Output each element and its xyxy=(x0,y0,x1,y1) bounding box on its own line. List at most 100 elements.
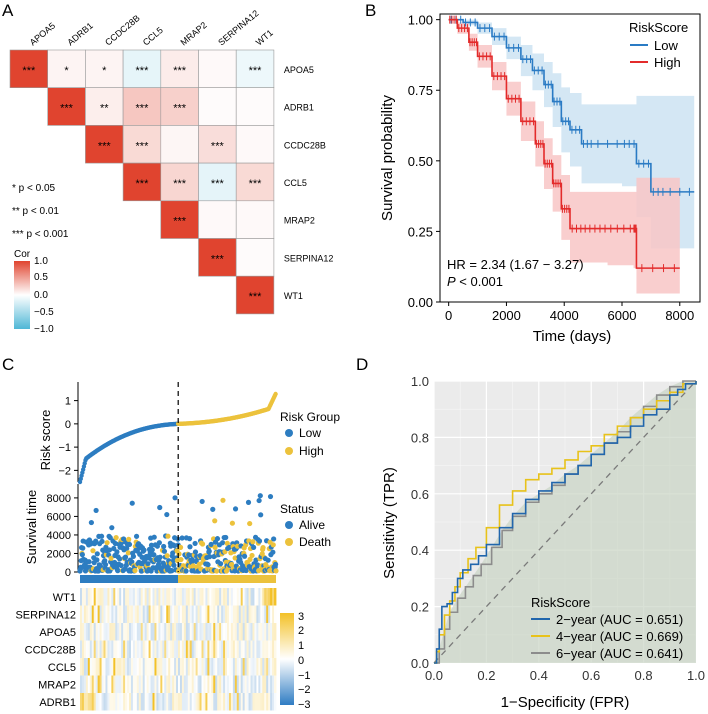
heatmap-cell xyxy=(236,675,240,693)
heatmap-cell xyxy=(113,658,116,676)
heatmap-cell xyxy=(250,675,253,693)
heatmap-cell xyxy=(85,658,89,676)
survival-point xyxy=(129,559,135,565)
heatmap-cell xyxy=(185,640,189,658)
c-heat-colorbar-ticks: 3 2 1 0 −1 −2 −3 xyxy=(298,611,311,711)
heatmap-cell xyxy=(156,640,159,658)
heatmap-cell xyxy=(187,588,191,606)
heatmap-cell xyxy=(132,693,136,711)
c-risk-ylabel: Risk score xyxy=(38,410,53,471)
heatmap-cell xyxy=(219,623,222,641)
heatmap-cell xyxy=(156,623,159,641)
heatmap-cell xyxy=(142,623,146,641)
heat-tick: −3 xyxy=(298,699,311,711)
heatmap-cell xyxy=(274,693,277,711)
heatmap-cell xyxy=(158,623,161,641)
heatmap-cell xyxy=(215,588,218,606)
heatmap-cell xyxy=(207,693,210,711)
heatmap-cell xyxy=(174,658,177,676)
heatmap-cell xyxy=(107,693,110,711)
heatmap-cell xyxy=(119,693,122,711)
row-label: SERPINA12 xyxy=(284,253,334,263)
roc-curve-4year xyxy=(434,381,697,664)
heatmap-cell xyxy=(121,623,124,641)
survival-point xyxy=(243,567,249,574)
heatmap-cell xyxy=(230,693,234,711)
correlation-cell xyxy=(198,238,237,277)
heatmap-cell xyxy=(268,588,271,606)
correlation-cell xyxy=(235,275,275,315)
survival-point xyxy=(186,536,193,542)
correlation-cell xyxy=(235,49,275,89)
heatmap-cell xyxy=(130,605,134,623)
heatmap-cell xyxy=(225,640,228,658)
heatmap-cell xyxy=(144,640,148,658)
b-ylabel: Survival probability xyxy=(379,95,396,221)
heatmap-cell xyxy=(228,640,232,658)
correlation-cell xyxy=(85,87,124,126)
heatmap-cell xyxy=(203,675,206,693)
heatmap-cell xyxy=(89,640,93,658)
heatmap-cell xyxy=(146,623,149,641)
heatmap-cell xyxy=(262,605,265,623)
heatmap-cell xyxy=(129,623,132,641)
heatmap-cell xyxy=(270,640,273,658)
heatmap-cell xyxy=(260,693,263,711)
survival-point xyxy=(256,538,263,544)
heatmap-cell xyxy=(195,640,198,658)
heatmap-cell xyxy=(123,658,126,676)
heatmap-cell xyxy=(230,623,234,641)
heatmap-cell xyxy=(272,623,275,641)
heatmap-cell xyxy=(232,588,236,606)
survival-point xyxy=(148,542,155,548)
heatmap-cell xyxy=(142,693,146,711)
correlation-cell xyxy=(160,200,199,239)
correlation-cell xyxy=(47,87,86,126)
x-tick-label: 0.0 xyxy=(425,668,443,683)
heatmap-cell xyxy=(232,605,236,623)
heatmap-cell xyxy=(109,588,112,606)
heatmap-cell xyxy=(123,623,126,641)
heatmap-cell xyxy=(195,623,198,641)
heatmap-cell xyxy=(129,588,132,606)
surv-tick-label: 0 xyxy=(65,567,71,579)
heatmap-cell xyxy=(244,588,247,606)
heatmap-cell xyxy=(117,605,120,623)
heatmap-cell xyxy=(238,605,242,623)
significance-mark: *** xyxy=(136,140,150,152)
survival-point xyxy=(257,493,263,499)
heatmap-cell xyxy=(227,693,230,711)
b-legend-low: Low xyxy=(654,38,678,53)
heatmap-cell xyxy=(176,623,179,641)
survival-point xyxy=(186,552,192,558)
heatmap-cell xyxy=(185,623,189,641)
heatmap-cell xyxy=(246,658,249,676)
heatmap-cell xyxy=(225,693,228,711)
heatmap-cell xyxy=(119,658,122,676)
heatmap-cell xyxy=(250,623,253,641)
survival-point xyxy=(93,538,99,544)
heatmap-cell xyxy=(201,693,204,711)
heatmap-cell xyxy=(144,623,148,641)
survival-point xyxy=(258,512,264,518)
heatmap-cell xyxy=(95,588,99,606)
correlation-cell xyxy=(160,87,199,126)
heatmap-cell xyxy=(170,605,173,623)
d-ylabel: Sensitivity (TPR) xyxy=(381,467,398,579)
heatmap-cell xyxy=(268,693,271,711)
heatmap-cell xyxy=(134,605,138,623)
heatmap-cell xyxy=(150,658,153,676)
heatmap-cell xyxy=(156,658,159,676)
heatmap-cell xyxy=(250,693,253,711)
survival-point xyxy=(86,559,92,565)
heatmap-cell xyxy=(123,588,126,606)
heatmap-cell xyxy=(95,605,99,623)
heatmap-cell xyxy=(195,675,198,693)
cor-colorbar-ticks: 1.0 0.5 0.0 −0.5 −1.0 xyxy=(34,256,54,335)
heatmap-cell xyxy=(130,693,134,711)
panel-c-label: C xyxy=(2,355,14,374)
heatmap-cell xyxy=(250,588,253,606)
heatmap-cell xyxy=(132,640,136,658)
heatmap-cell xyxy=(230,588,234,606)
heatmap-cell xyxy=(223,588,226,606)
